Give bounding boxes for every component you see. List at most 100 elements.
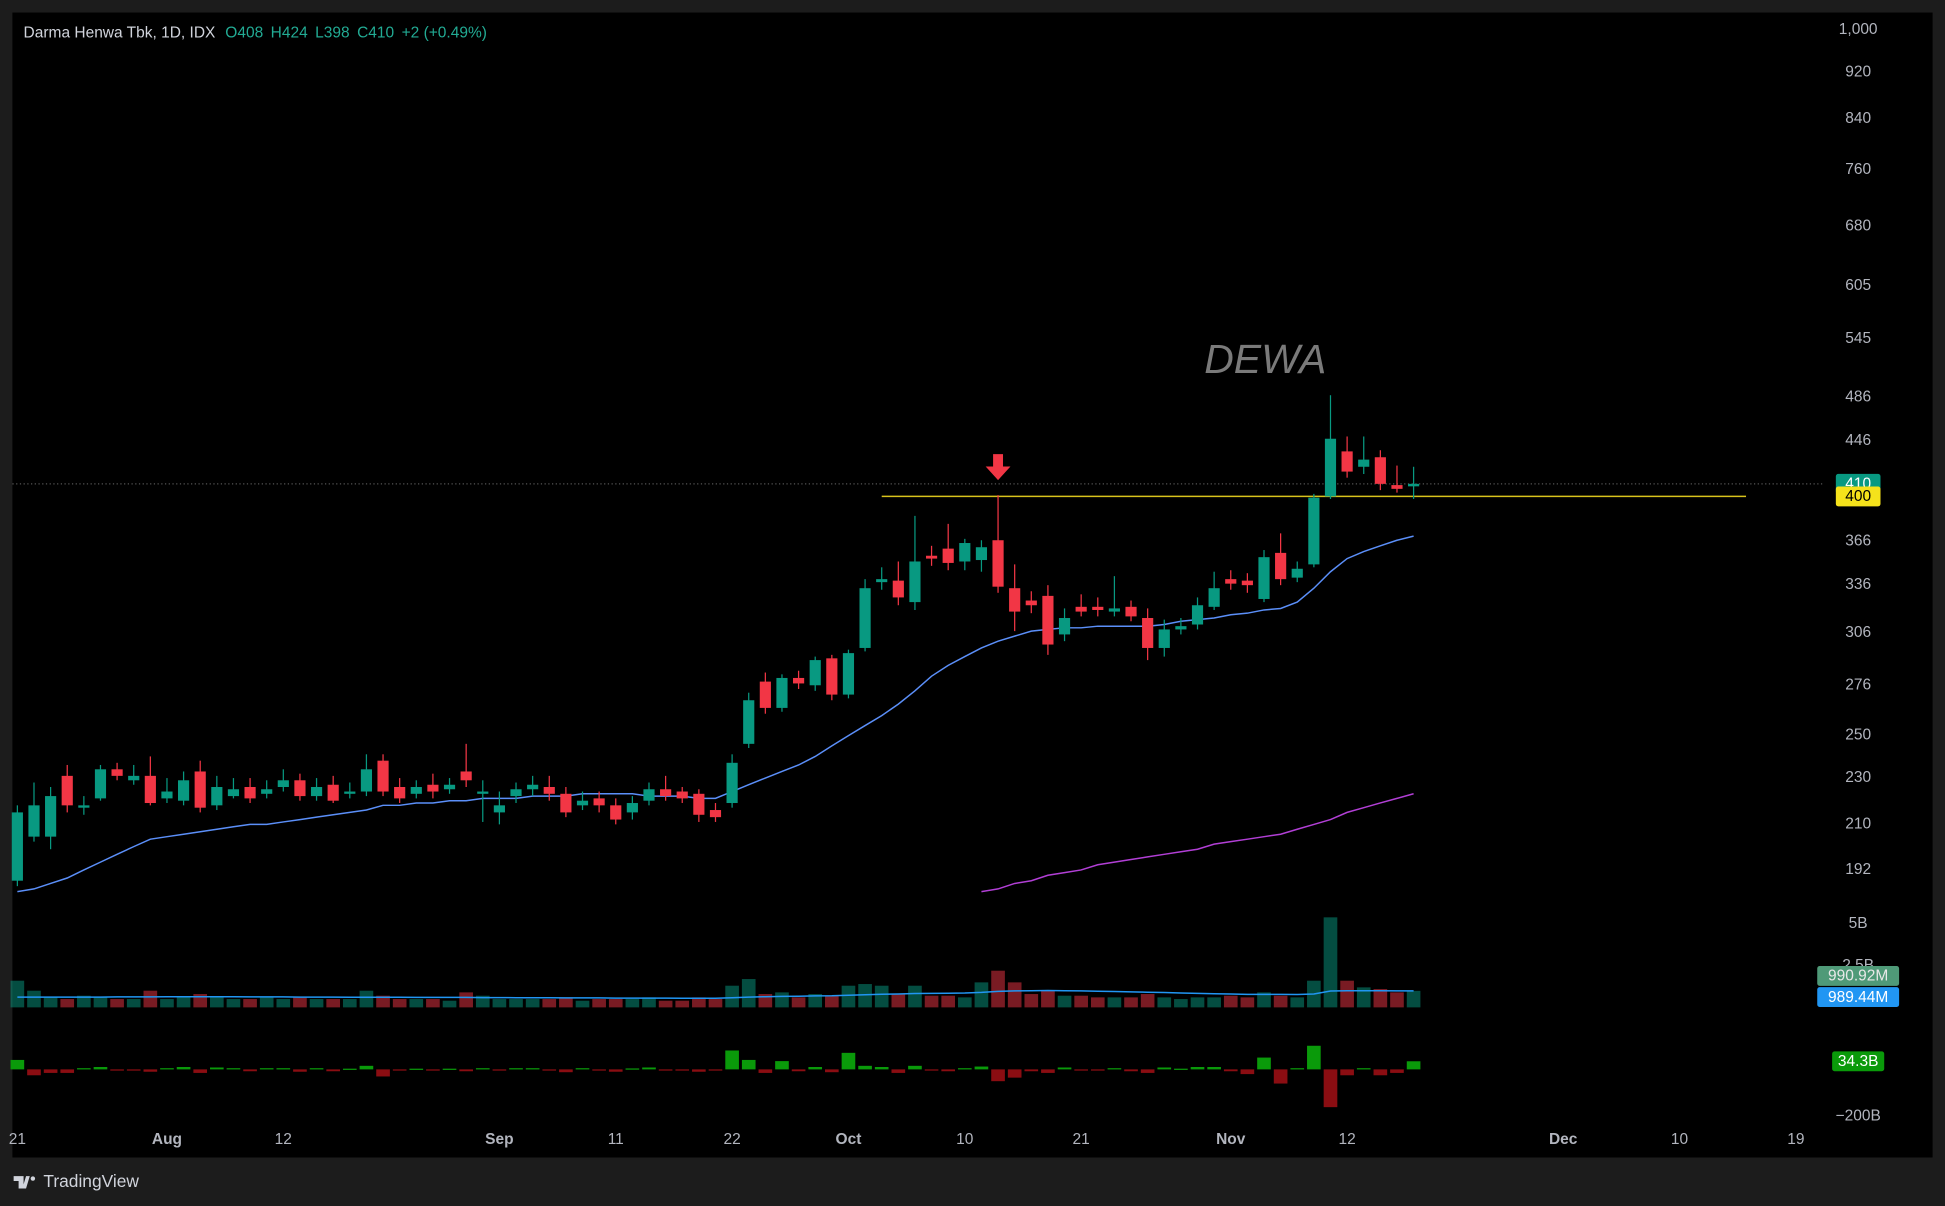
- candle-body: [1275, 552, 1287, 580]
- candle-body: [693, 793, 705, 815]
- volume-ma-last-box: [1817, 987, 1900, 1008]
- volume-bar: [176, 997, 191, 1008]
- y-tick-label: 210: [1845, 815, 1871, 832]
- volume-bar: [1373, 989, 1388, 1008]
- flow-bar: [27, 1069, 41, 1076]
- flow-bar: [392, 1069, 407, 1071]
- candle-body: [1042, 595, 1054, 645]
- flow-bar: [110, 1069, 124, 1071]
- volume-last-label: 990.92M: [1828, 968, 1888, 985]
- x-tick-label: Dec: [1549, 1131, 1578, 1148]
- volume-bar: [442, 1000, 457, 1008]
- flow-bar: [941, 1069, 956, 1072]
- flow-bar: [176, 1067, 191, 1070]
- candle-body: [78, 805, 90, 808]
- volume-bar: [1273, 995, 1288, 1008]
- y-tick-label: 605: [1845, 277, 1871, 294]
- y-tick-label: 192: [1845, 861, 1871, 878]
- flow-bar: [1390, 1069, 1404, 1073]
- candle-body: [261, 789, 273, 794]
- flow-bar: [608, 1069, 623, 1072]
- volume-bar: [475, 995, 490, 1008]
- candle-body: [593, 798, 605, 806]
- candle-body: [1324, 438, 1337, 497]
- candle-body: [992, 540, 1004, 587]
- y-tick-label: 760: [1845, 161, 1871, 178]
- y-tick-label: 545: [1845, 330, 1871, 347]
- candle-body: [194, 771, 206, 808]
- volume-bar: [791, 997, 806, 1008]
- x-tick-label: Nov: [1216, 1131, 1246, 1148]
- flow-bar: [957, 1068, 972, 1070]
- volume-bar: [1124, 997, 1138, 1008]
- volume-bar: [858, 984, 872, 1008]
- volume-bar: [908, 985, 922, 1008]
- flow-bar: [93, 1067, 108, 1070]
- candle-body: [1341, 451, 1353, 472]
- candle-body: [277, 780, 289, 788]
- volume-bar: [1041, 990, 1055, 1008]
- flow-bar: [60, 1069, 75, 1073]
- candle-body: [1291, 568, 1303, 578]
- flow-bar: [342, 1068, 357, 1070]
- candle-body: [743, 700, 755, 744]
- volume-bar: [891, 994, 906, 1008]
- volume-bar: [692, 997, 706, 1008]
- candle-body: [144, 775, 156, 804]
- candle-body: [1058, 618, 1071, 635]
- volume-bar: [974, 982, 989, 1008]
- flow-bar: [1373, 1069, 1388, 1076]
- volume-bar: [625, 999, 640, 1008]
- candle-body: [1391, 485, 1403, 489]
- legend-high: H424: [271, 25, 308, 42]
- flow-bar: [459, 1069, 473, 1072]
- candle-body: [759, 681, 771, 708]
- volume-bar: [1390, 992, 1404, 1008]
- moving-average: [981, 793, 1414, 893]
- candle-body: [726, 762, 738, 804]
- volume-bar: [60, 999, 75, 1008]
- volume-bar: [874, 985, 889, 1008]
- candle-body: [394, 787, 406, 799]
- legend-close: C410: [357, 25, 394, 42]
- flow-bar: [874, 1067, 889, 1070]
- flow-bar: [409, 1068, 424, 1070]
- flow-bar: [575, 1068, 590, 1070]
- flow-bar: [359, 1065, 374, 1070]
- candle-body: [128, 775, 140, 781]
- flow-bar: [43, 1069, 58, 1073]
- flow-bar: [160, 1068, 174, 1070]
- volume-bar: [542, 999, 557, 1008]
- flow-bar: [841, 1052, 856, 1070]
- candle-body: [11, 812, 23, 881]
- candle-body: [527, 784, 539, 790]
- candle-body: [909, 561, 921, 603]
- flow-bar: [193, 1069, 208, 1073]
- volume-bar: [708, 999, 723, 1008]
- candle-body: [360, 769, 373, 792]
- flow-bar: [226, 1068, 241, 1070]
- flow-bar: [143, 1069, 158, 1072]
- x-tick-label: Aug: [152, 1131, 182, 1148]
- candle-body: [826, 658, 838, 695]
- volume-bar: [392, 999, 407, 1008]
- candle-body: [1142, 618, 1154, 648]
- flow-bar: [1124, 1069, 1138, 1072]
- flow-bar: [442, 1068, 457, 1070]
- volume-bar: [1140, 994, 1155, 1008]
- volume-bar: [559, 997, 573, 1008]
- arrow-annotation: [985, 454, 1011, 481]
- candle-body: [310, 787, 323, 797]
- candle-body: [427, 784, 439, 792]
- candle-body: [161, 791, 173, 799]
- candle-body: [344, 791, 356, 794]
- volume-bar: [1340, 980, 1354, 1008]
- flow-bar: [1307, 1045, 1321, 1070]
- volume-bar: [1406, 990, 1421, 1008]
- candle-body: [1009, 588, 1021, 612]
- legend-low: L398: [315, 25, 349, 42]
- candle-body: [660, 789, 672, 797]
- candle-body: [1125, 606, 1137, 617]
- flow-bar: [426, 1069, 440, 1071]
- volume-bar: [1074, 995, 1088, 1008]
